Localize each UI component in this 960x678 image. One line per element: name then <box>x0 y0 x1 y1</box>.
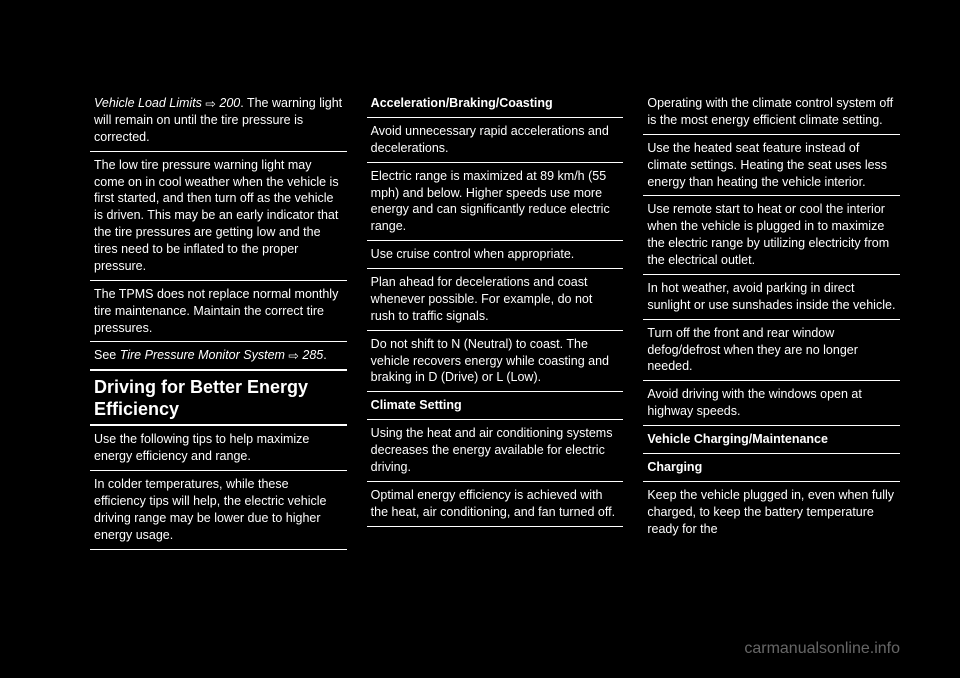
text-block: Using the heat and air conditioning syst… <box>367 419 624 481</box>
heading-block: Climate Setting <box>367 391 624 419</box>
reference-page: 200 <box>216 96 240 110</box>
text-block: Avoid driving with the windows open at h… <box>643 380 900 425</box>
reference-icon: ⇨ <box>288 348 298 365</box>
text-block: The TPMS does not replace normal monthly… <box>90 280 347 342</box>
column-layout: Vehicle Load Limits ⇨ 200. The warning l… <box>90 90 900 580</box>
subsection-heading: Climate Setting <box>371 397 620 414</box>
paragraph: The low tire pressure warning light may … <box>94 157 343 275</box>
subsection-heading: Acceleration/Braking/Coasting <box>371 95 620 112</box>
text-block: Use the following tips to help maximize … <box>90 424 347 470</box>
paragraph: Do not shift to N (Neutral) to coast. Th… <box>371 336 620 387</box>
column-2: Acceleration/Braking/Coasting Avoid unne… <box>367 90 624 580</box>
text-block: Keep the vehicle plugged in, even when f… <box>643 481 900 543</box>
column-1: Vehicle Load Limits ⇨ 200. The warning l… <box>90 90 347 580</box>
reference-icon: ⇨ <box>205 96 215 113</box>
paragraph: Use the following tips to help maximize … <box>94 431 343 465</box>
text-block: Use remote start to heat or cool the int… <box>643 195 900 274</box>
subsection-heading: Vehicle Charging/Maintenance <box>647 431 896 448</box>
text-block: Avoid unnecessary rapid accelerations an… <box>367 117 624 162</box>
text-block: See Tire Pressure Monitor System ⇨ 285. <box>90 341 347 369</box>
paragraph: Using the heat and air conditioning syst… <box>371 425 620 476</box>
text-block: Operating with the climate control syste… <box>643 90 900 134</box>
text-block: Use the heated seat feature instead of c… <box>643 134 900 196</box>
paragraph: In hot weather, avoid parking in direct … <box>647 280 896 314</box>
paragraph: Keep the vehicle plugged in, even when f… <box>647 487 896 538</box>
text-block: In hot weather, avoid parking in direct … <box>643 274 900 319</box>
text-block: The low tire pressure warning light may … <box>90 151 347 280</box>
column-3: Operating with the climate control syste… <box>643 90 900 580</box>
sub-subsection-heading: Charging <box>647 459 896 476</box>
text-block: Do not shift to N (Neutral) to coast. Th… <box>367 330 624 392</box>
text: See <box>94 348 120 362</box>
heading-block: Charging <box>643 453 900 481</box>
heading-block: Acceleration/Braking/Coasting <box>367 90 624 117</box>
paragraph: Plan ahead for decelerations and coast w… <box>371 274 620 325</box>
paragraph: Optimal energy efficiency is achieved wi… <box>371 487 620 521</box>
reference-text: Tire Pressure Monitor System <box>120 348 289 362</box>
paragraph: Use cruise control when appropriate. <box>371 246 620 263</box>
text-block: Optimal energy efficiency is achieved wi… <box>367 481 624 527</box>
manual-page: Vehicle Load Limits ⇨ 200. The warning l… <box>0 0 960 678</box>
heading-block: Vehicle Charging/Maintenance <box>643 425 900 453</box>
section-heading: Driving for Better Energy Efficiency <box>90 369 347 424</box>
paragraph: Turn off the front and rear window defog… <box>647 325 896 376</box>
paragraph: Vehicle Load Limits ⇨ 200. The warning l… <box>94 95 343 146</box>
paragraph: Use the heated seat feature instead of c… <box>647 140 896 191</box>
paragraph: Electric range is maximized at 89 km/h (… <box>371 168 620 236</box>
text-block: Use cruise control when appropriate. <box>367 240 624 268</box>
watermark-text: carmanualsonline.info <box>744 640 900 658</box>
paragraph: Operating with the climate control syste… <box>647 95 896 129</box>
paragraph: See Tire Pressure Monitor System ⇨ 285. <box>94 347 343 364</box>
reference-text: Vehicle Load Limits <box>94 96 205 110</box>
text-block: In colder temperatures, while these effi… <box>90 470 347 550</box>
text: . <box>323 348 326 362</box>
text-block: Electric range is maximized at 89 km/h (… <box>367 162 624 241</box>
paragraph: Use remote start to heat or cool the int… <box>647 201 896 269</box>
paragraph: In colder temperatures, while these effi… <box>94 476 343 544</box>
text-block: Turn off the front and rear window defog… <box>643 319 900 381</box>
text-block: Vehicle Load Limits ⇨ 200. The warning l… <box>90 90 347 151</box>
paragraph: Avoid unnecessary rapid accelerations an… <box>371 123 620 157</box>
paragraph: Avoid driving with the windows open at h… <box>647 386 896 420</box>
paragraph: The TPMS does not replace normal monthly… <box>94 286 343 337</box>
text-block: Plan ahead for decelerations and coast w… <box>367 268 624 330</box>
reference-page: 285 <box>299 348 323 362</box>
